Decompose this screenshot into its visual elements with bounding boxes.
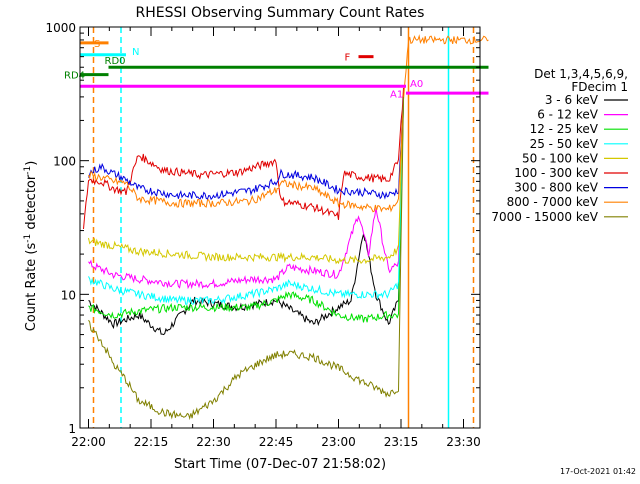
flag-label-RD4: RD4 — [64, 71, 85, 82]
series-line-4 — [88, 96, 404, 265]
legend-label-1: 6 - 12 keV — [537, 108, 599, 122]
x-tick-label-6: 23:30 — [446, 435, 481, 449]
x-tick-label-4: 23:00 — [321, 435, 356, 449]
series-line-3 — [88, 96, 404, 305]
y-tick-label-2: 100 — [53, 155, 76, 169]
x-tick-label-5: 23:15 — [384, 435, 419, 449]
legend-label-0: 3 - 6 keV — [545, 93, 599, 107]
series-line-8 — [88, 96, 404, 421]
legend-label-4: 50 - 100 keV — [522, 151, 599, 165]
legend-label-3: 25 - 50 keV — [530, 137, 599, 151]
y-label-base: Count Rate (s — [24, 243, 39, 332]
legend-label-6: 300 - 800 keV — [514, 181, 598, 195]
legend-label-2: 12 - 25 keV — [530, 122, 599, 136]
y-label-sup2: -1 — [23, 166, 33, 175]
series-line-5 — [83, 87, 404, 230]
x-axis-label: Start Time (07-Dec-07 21:58:02) — [174, 457, 386, 472]
plot-frame — [79, 26, 481, 429]
y-tick-label-1: 10 — [61, 288, 76, 302]
y-label-mid: detector — [24, 174, 39, 234]
x-tick-label-3: 22:45 — [259, 435, 294, 449]
x-tick-label-0: 22:00 — [71, 435, 106, 449]
chart-title: RHESSI Observing Summary Count Rates — [136, 5, 425, 21]
series-line-2 — [88, 96, 404, 323]
legend-header-0: Det 1,3,4,5,6,9, — [534, 67, 628, 81]
legend-header-1: FDecim 1 — [571, 80, 628, 94]
series-line-6 — [88, 96, 404, 201]
y-axis-label: Count Rate (s-1 detector-1) — [23, 161, 39, 332]
flag-label-A0: A0 — [410, 79, 423, 90]
legend-label-5: 100 - 300 keV — [514, 166, 598, 180]
legend-label-8: 7000 - 15000 keV — [491, 210, 598, 224]
y-tick-label-3: 1000 — [45, 21, 76, 35]
series-line-0 — [88, 96, 404, 336]
legend-label-7: 800 - 7000 keV — [507, 195, 599, 209]
flag-label-F: F — [345, 53, 351, 64]
series-line-7 — [88, 34, 489, 213]
flag-label-RD0: RD0 — [105, 56, 126, 67]
flag-label-S: S — [94, 39, 100, 50]
x-tick-label-2: 22:30 — [196, 435, 231, 449]
y-label-sup: -1 — [23, 234, 33, 243]
flag-label-N: N — [132, 47, 139, 58]
y-label-end: ) — [24, 161, 39, 166]
y-tick-label-0: 1 — [68, 422, 76, 436]
x-tick-label-1: 22:15 — [134, 435, 169, 449]
plot-area: S N RD0 RD4 F A1 A0 1 10 100 1000 22:00 22:15 22:30 22… — [45, 21, 489, 449]
series-line-1 — [88, 96, 404, 290]
footer-timestamp: 17-Oct-2021 01:42 — [560, 467, 636, 476]
flag-label-A1: A1 — [390, 89, 403, 100]
